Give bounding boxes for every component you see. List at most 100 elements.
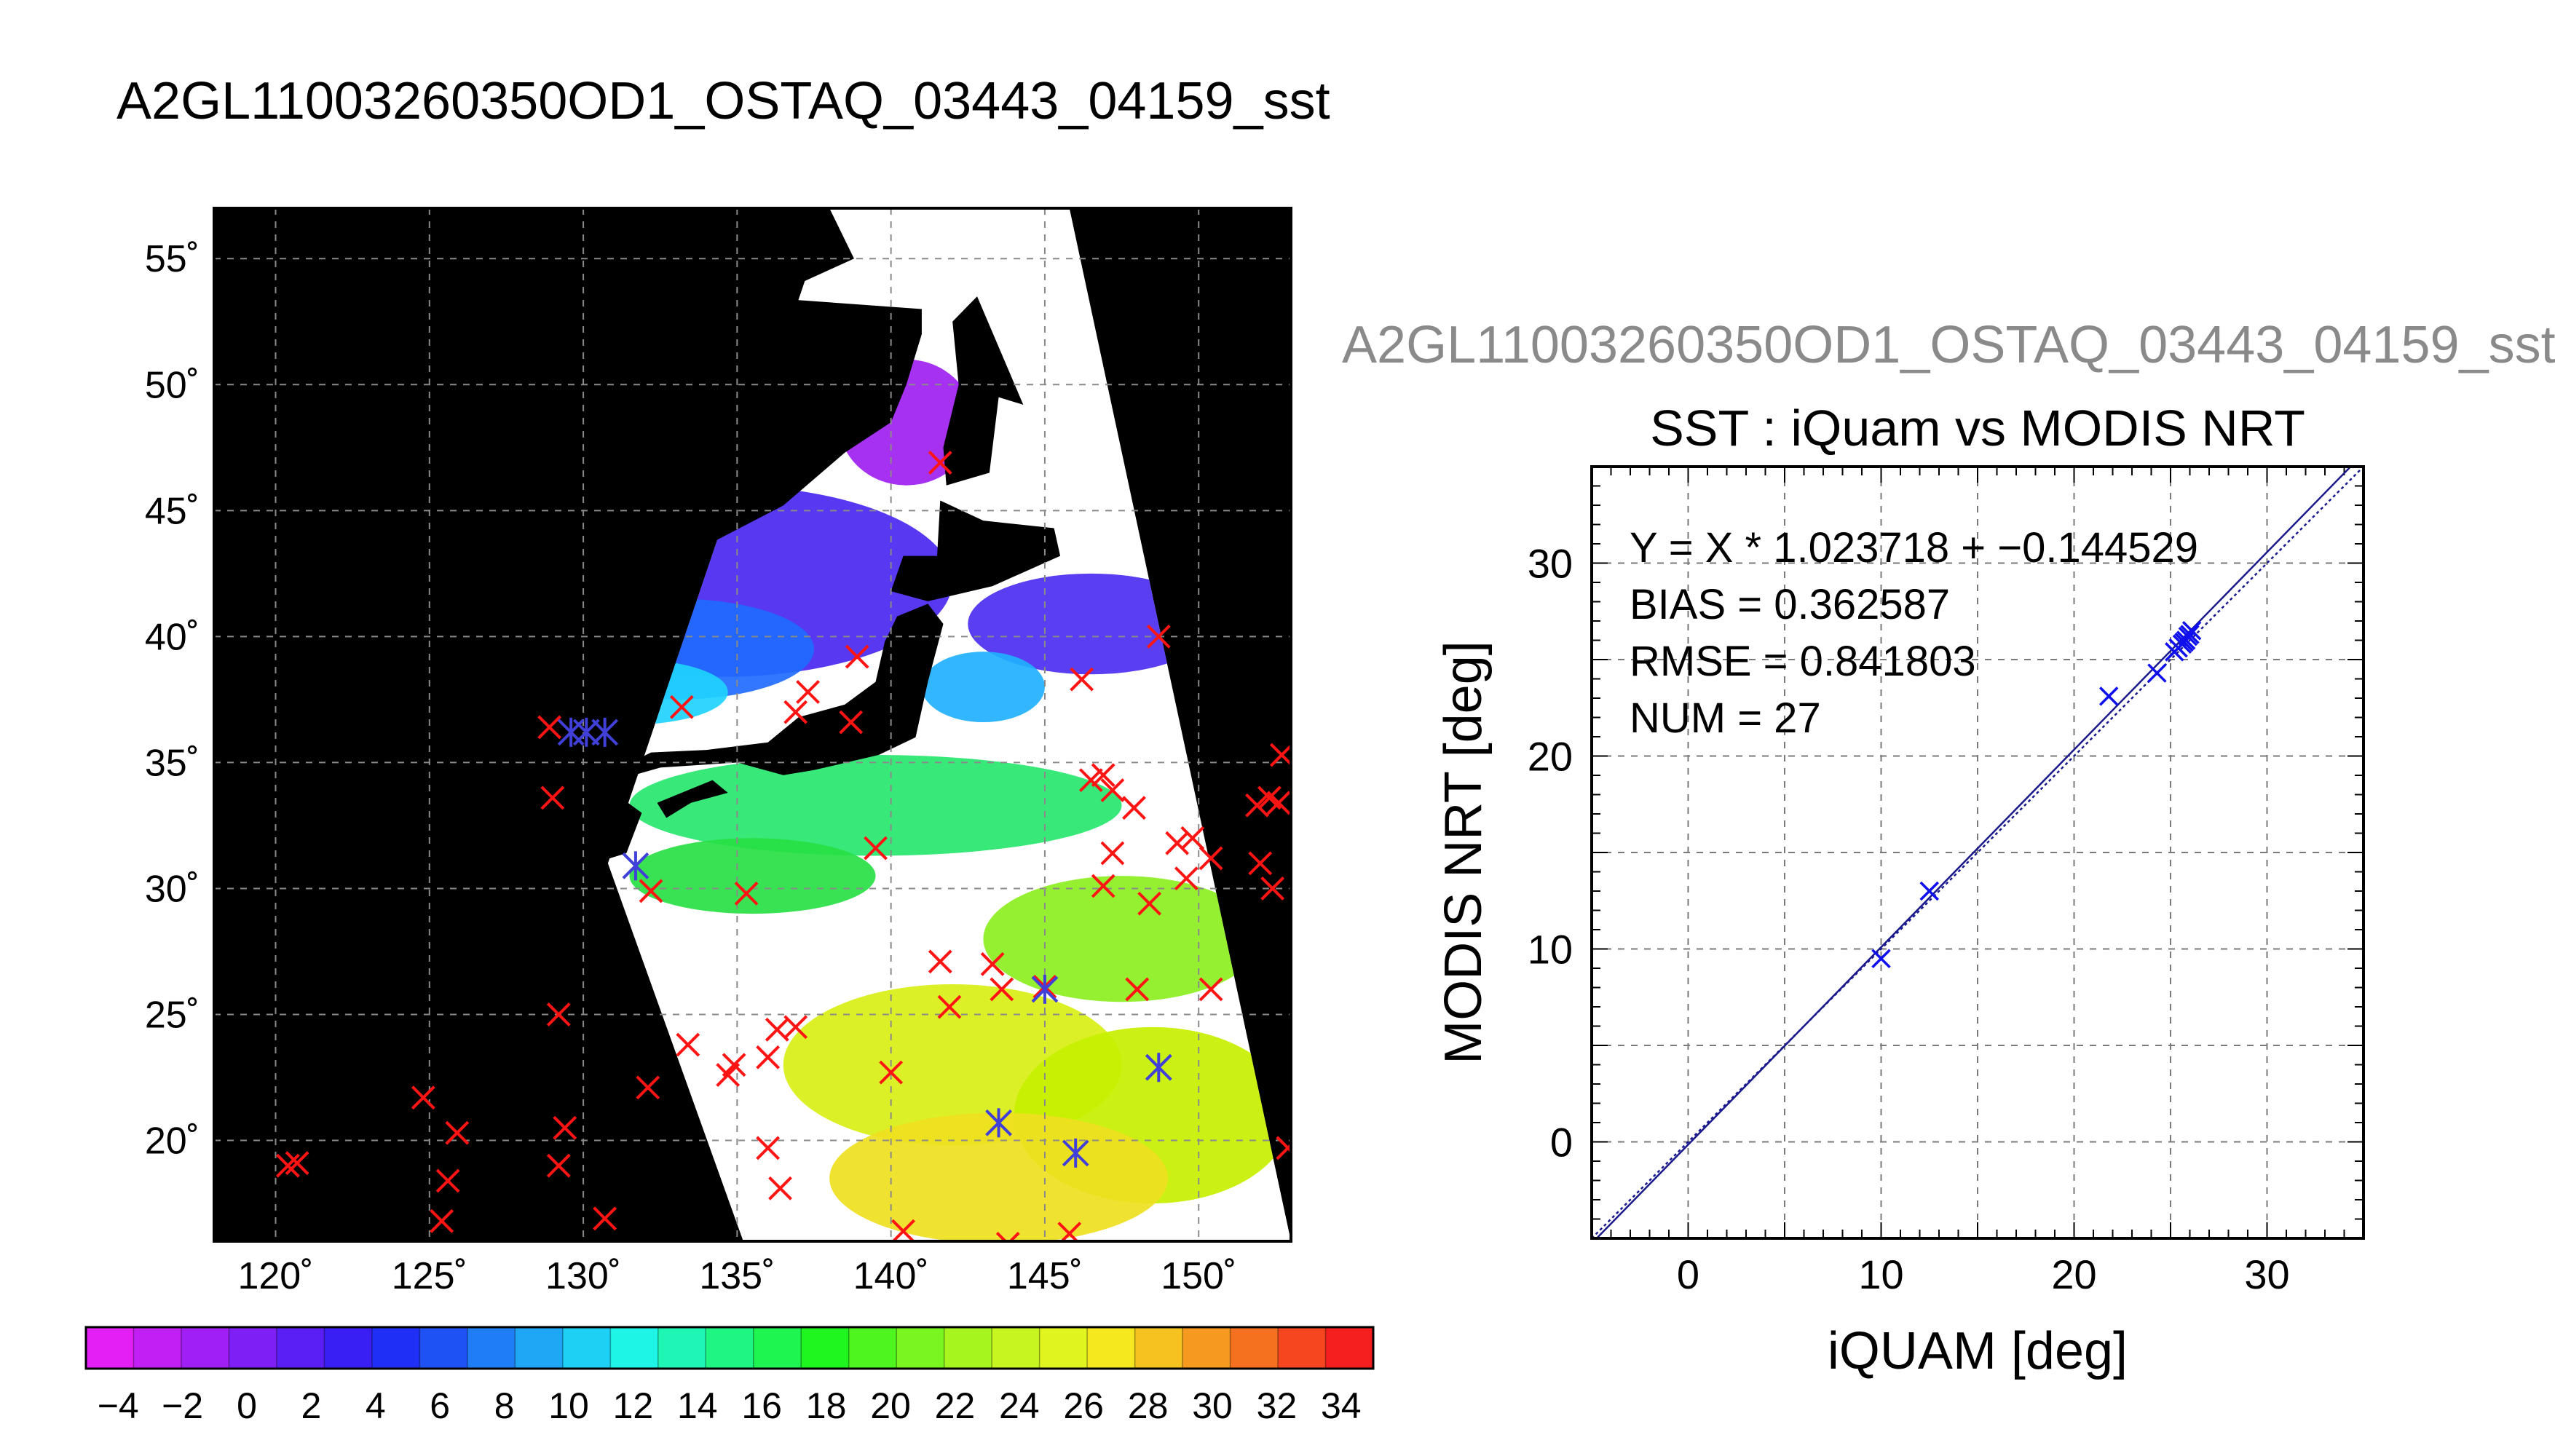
scatter-point-stroke-b — [2181, 621, 2202, 641]
scatter-frame — [1590, 465, 2365, 1240]
colorbar-tick-label: 4 — [366, 1385, 386, 1426]
sst-field-8 — [983, 876, 1260, 1002]
colorbar-segment — [276, 1327, 325, 1369]
colorbar-tick-label: 12 — [613, 1385, 654, 1426]
colorbar-segment — [1230, 1327, 1279, 1369]
matchup-marker-red-stroke-b — [1091, 874, 1115, 898]
matchup-marker-red — [553, 1115, 577, 1140]
matchup-marker-red-stroke-b — [636, 1075, 660, 1100]
matchup-marker-red-stroke-b — [879, 1060, 904, 1085]
colorbar-tick-label: 20 — [870, 1385, 911, 1426]
matchup-marker-red-stroke-b — [1070, 667, 1094, 692]
scatter-y-tick-label: 10 — [1528, 927, 1573, 973]
colorbar-segment — [1325, 1327, 1374, 1369]
matchup-marker-red-stroke-b — [1078, 768, 1103, 793]
map-x-tick-label: 145˚ — [1007, 1255, 1083, 1297]
colorbar-segment — [1039, 1327, 1088, 1369]
matchup-marker-blue — [1062, 1138, 1089, 1168]
colorbar-segment — [371, 1327, 420, 1369]
colorbar-tick-label: 14 — [677, 1385, 718, 1426]
colorbar-segment — [86, 1327, 135, 1369]
land-sakhalin — [943, 296, 1024, 486]
matchup-marker-red-stroke-b — [765, 1017, 789, 1042]
scatter-point — [1871, 949, 1891, 968]
colorbar-segment — [181, 1327, 230, 1369]
colorbar-tick-label: 0 — [237, 1385, 257, 1426]
sst-field-7 — [629, 838, 876, 914]
land-honshu — [607, 604, 944, 783]
matchup-marker-red — [1125, 977, 1150, 1002]
scatter-annotation: BIAS = 0.362587 — [1630, 581, 1950, 628]
map-frame — [213, 207, 1292, 1243]
matchup-marker-red-stroke-b — [937, 994, 962, 1019]
scatter-y-tick-label: 20 — [1528, 734, 1573, 780]
matchup-marker-red — [1260, 877, 1285, 901]
scatter-point-stroke-b — [2098, 687, 2119, 706]
matchup-marker-red — [1091, 874, 1115, 898]
colorbar-tick-label: 6 — [430, 1385, 450, 1426]
colorbar-tick-label: 18 — [806, 1385, 847, 1426]
matchup-marker-red — [676, 1032, 700, 1057]
matchup-marker-red — [411, 1085, 435, 1110]
matchup-marker-red-stroke-b — [734, 881, 759, 906]
scatter-figure-title: A2GL11003260350OD1_OSTAQ_03443_04159_sst — [1342, 316, 2555, 374]
scatter-panel: A2GL11003260350OD1_OSTAQ_03443_04159_sst… — [1342, 316, 2555, 1380]
matchup-marker-red — [756, 1045, 781, 1069]
matchup-marker-red — [1100, 778, 1125, 802]
colorbar-tick-label: 2 — [301, 1385, 321, 1426]
matchup-marker-red — [1198, 846, 1223, 871]
matchup-marker-red — [537, 715, 562, 740]
colorbar-segment — [706, 1327, 754, 1369]
scatter-point-stroke-b — [2147, 663, 2167, 683]
colorbar-segment — [1134, 1327, 1183, 1369]
matchup-marker-red-stroke-b — [1257, 786, 1282, 810]
scatter-point-stroke-b — [2180, 625, 2200, 644]
matchup-marker-red-stroke-b — [546, 1153, 571, 1178]
matchup-marker-red — [1078, 768, 1103, 793]
matchup-marker-red — [839, 710, 864, 735]
map-x-tick-label: 120˚ — [237, 1255, 313, 1297]
matchup-marker-red — [1198, 977, 1223, 1002]
sst-field-5 — [921, 652, 1045, 723]
matchup-marker-red — [1165, 831, 1190, 855]
colorbar-tick-label: 8 — [494, 1385, 515, 1426]
matchup-marker-red-stroke-b — [864, 836, 888, 860]
matchup-marker-red-stroke-b — [891, 1219, 915, 1241]
matchup-marker-red — [669, 695, 694, 719]
matchup-marker-red-stroke-b — [722, 1053, 746, 1077]
matchup-marker-red-stroke-b — [1100, 841, 1125, 866]
map-y-tick-label: 30˚ — [145, 868, 200, 910]
matchup-marker-red-stroke-b — [639, 879, 663, 903]
matchup-marker-red-stroke-b — [1276, 1142, 1291, 1160]
map-x-tick-label: 130˚ — [545, 1255, 621, 1297]
matchup-marker-red-stroke-b — [1266, 791, 1291, 815]
matchup-marker-red-stroke-b — [676, 1032, 700, 1057]
colorbar-segment — [133, 1327, 182, 1369]
identity-line — [1592, 467, 2364, 1238]
scatter-x-tick-label: 0 — [1677, 1251, 1699, 1297]
land-hokkaido — [891, 500, 1061, 601]
colorbar-segment — [229, 1327, 277, 1369]
sst-field-6 — [629, 755, 1122, 856]
colorbar-tick-label: 24 — [999, 1385, 1040, 1426]
matchup-marker-red-stroke-b — [593, 1206, 617, 1231]
matchup-marker-red — [445, 1120, 470, 1145]
matchup-marker-red — [980, 951, 1005, 976]
matchup-marker-red-stroke-b — [1125, 977, 1150, 1002]
colorbar-segment — [1182, 1327, 1231, 1369]
matchup-marker-red — [1276, 1136, 1291, 1160]
matchup-marker-red — [1146, 624, 1171, 649]
scatter-title: SST : iQuam vs MODIS NRT — [1650, 400, 2305, 456]
matchup-marker-red-stroke-b — [430, 1208, 454, 1233]
matchup-marker-red — [636, 1075, 660, 1100]
colorbar-frame — [84, 1326, 1375, 1370]
colorbar-segment — [896, 1327, 945, 1369]
map-x-tick-label: 150˚ — [1161, 1255, 1236, 1297]
scatter-x-axis-label: iQUAM [deg] — [1828, 1322, 2128, 1380]
matchup-marker-red — [1269, 743, 1291, 767]
colorbar-segment — [1087, 1327, 1136, 1369]
matchup-marker-red-stroke-b — [285, 1151, 309, 1176]
matchup-marker-red-stroke-b — [411, 1085, 435, 1110]
matchup-marker-red — [1137, 891, 1162, 916]
